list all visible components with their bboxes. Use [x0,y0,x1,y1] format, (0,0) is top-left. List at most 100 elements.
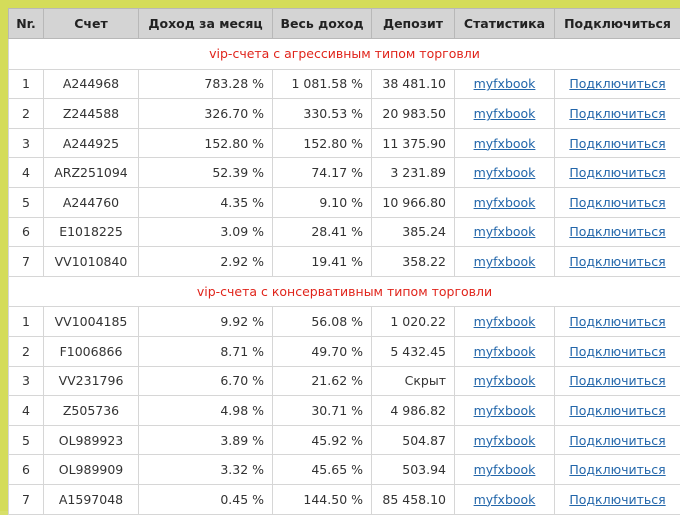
myfxbook-link-cell: myfxbook [455,247,555,277]
row-number: 5 [9,187,44,217]
connect-link-cell: Подключиться [555,158,680,188]
month-income: 4.98 % [139,396,273,426]
total-income: 21.62 % [273,366,372,396]
month-income: 4.35 % [139,187,273,217]
month-income: 326.70 % [139,99,273,129]
myfxbook-link[interactable]: myfxbook [474,462,536,477]
header-deposit: Депозит [372,9,455,39]
row-number: 3 [9,366,44,396]
connect-link[interactable]: Подключиться [569,403,665,418]
deposit-amount: 20 983.50 [372,99,455,129]
myfxbook-link-cell: myfxbook [455,484,555,514]
row-number: 2 [9,336,44,366]
total-income: 152.80 % [273,128,372,158]
deposit-amount: 504.87 [372,425,455,455]
row-number: 4 [9,158,44,188]
table-body: vip-счета с агрессивным типом торговли 1 A… [9,39,680,515]
myfxbook-link-cell: myfxbook [455,396,555,426]
total-income: 19.41 % [273,247,372,277]
myfxbook-link[interactable]: myfxbook [474,224,536,239]
myfxbook-link[interactable]: myfxbook [474,373,536,388]
account-id: E1018225 [44,217,139,247]
connect-link[interactable]: Подключиться [569,462,665,477]
myfxbook-link[interactable]: myfxbook [474,195,536,210]
account-id: A244925 [44,128,139,158]
myfxbook-link[interactable]: myfxbook [474,106,536,121]
total-income: 49.70 % [273,336,372,366]
account-id: A1597048 [44,484,139,514]
deposit-amount: 1 020.22 [372,307,455,337]
myfxbook-link[interactable]: myfxbook [474,165,536,180]
total-income: 1 081.58 % [273,69,372,99]
connect-link[interactable]: Подключиться [569,165,665,180]
connect-link-cell: Подключиться [555,396,680,426]
myfxbook-link[interactable]: myfxbook [474,344,536,359]
month-income: 52.39 % [139,158,273,188]
month-income: 783.28 % [139,69,273,99]
header-statistics: Статистика [455,9,555,39]
row-number: 1 [9,307,44,337]
connect-link[interactable]: Подключиться [569,224,665,239]
connect-link[interactable]: Подключиться [569,492,665,507]
myfxbook-link-cell: myfxbook [455,128,555,158]
deposit-amount: 385.24 [372,217,455,247]
myfxbook-link[interactable]: myfxbook [474,76,536,91]
connect-link[interactable]: Подключиться [569,314,665,329]
connect-link[interactable]: Подключиться [569,106,665,121]
deposit-amount: 358.22 [372,247,455,277]
connect-link[interactable]: Подключиться [569,195,665,210]
myfxbook-link-cell: myfxbook [455,99,555,129]
connect-link-cell: Подключиться [555,187,680,217]
total-income: 74.17 % [273,158,372,188]
header-account: Счет [44,9,139,39]
header-total-income: Весь доход [273,9,372,39]
connect-link[interactable]: Подключиться [569,433,665,448]
connect-link[interactable]: Подключиться [569,136,665,151]
month-income: 9.92 % [139,307,273,337]
myfxbook-link-cell: myfxbook [455,217,555,247]
myfxbook-link[interactable]: myfxbook [474,136,536,151]
connect-link[interactable]: Подключиться [569,76,665,91]
month-income: 0.45 % [139,484,273,514]
myfxbook-link[interactable]: myfxbook [474,314,536,329]
section-title: vip-счета с консервативным типом торговл… [9,276,680,307]
row-number: 6 [9,455,44,485]
myfxbook-link[interactable]: myfxbook [474,492,536,507]
myfxbook-link-cell: myfxbook [455,307,555,337]
account-id: VV1010840 [44,247,139,277]
total-income: 144.50 % [273,484,372,514]
myfxbook-link-cell: myfxbook [455,336,555,366]
header-month-income: Доход за месяц [139,9,273,39]
connect-link[interactable]: Подключиться [569,254,665,269]
account-id: Z505736 [44,396,139,426]
accounts-table: Nr. Счет Доход за месяц Весь доход Депоз… [8,8,680,515]
total-income: 45.92 % [273,425,372,455]
total-income: 56.08 % [273,307,372,337]
myfxbook-link[interactable]: myfxbook [474,403,536,418]
month-income: 3.89 % [139,425,273,455]
account-id: Z244588 [44,99,139,129]
deposit-amount: 85 458.10 [372,484,455,514]
section-row: vip-счета с консервативным типом торговл… [9,276,680,307]
connect-link-cell: Подключиться [555,99,680,129]
deposit-amount: 3 231.89 [372,158,455,188]
myfxbook-link[interactable]: myfxbook [474,433,536,448]
section-row: vip-счета с агрессивным типом торговли [9,39,680,70]
myfxbook-link[interactable]: myfxbook [474,254,536,269]
connect-link[interactable]: Подключиться [569,344,665,359]
connect-link-cell: Подключиться [555,425,680,455]
connect-link[interactable]: Подключиться [569,373,665,388]
myfxbook-link-cell: myfxbook [455,455,555,485]
account-id: VV231796 [44,366,139,396]
connect-link-cell: Подключиться [555,336,680,366]
